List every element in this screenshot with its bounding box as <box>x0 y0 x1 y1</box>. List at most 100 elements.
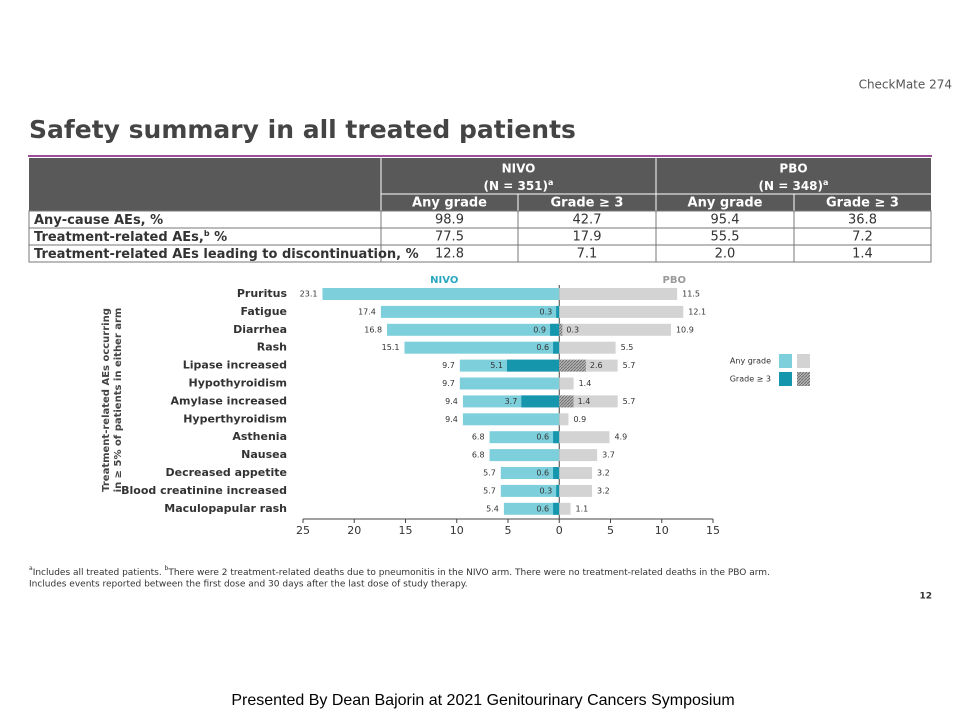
bar <box>559 467 593 479</box>
bar <box>489 449 560 462</box>
category-label: Pruritus <box>237 287 288 300</box>
bar <box>404 341 560 354</box>
arm-n: (N = 348)a <box>759 178 829 193</box>
table-cell: 55.5 <box>711 230 740 245</box>
row-label-text: Any-cause AEs, % <box>34 213 163 228</box>
bar-value-label: 5.7 <box>623 361 636 370</box>
bar <box>559 323 563 336</box>
bar-value-label: 2.6 <box>590 361 603 370</box>
bar <box>559 341 616 354</box>
bar-value-label: 10.9 <box>676 325 694 334</box>
bar-value-label: 5.7 <box>483 469 496 478</box>
bar-value-label: 0.9 <box>573 415 586 424</box>
table-row <box>28 244 932 263</box>
bar <box>559 305 684 318</box>
x-tick-label: 10 <box>655 524 669 537</box>
bar-value-label: 0.9 <box>533 325 546 334</box>
category-label: Fatigue <box>241 305 288 318</box>
x-tick-label: 20 <box>347 524 361 537</box>
y-axis-label: Treatment-related AEs occurringin ≥ 5% o… <box>101 308 124 493</box>
table-cell: 77.5 <box>435 230 464 245</box>
panel-title: PBO <box>663 275 686 286</box>
table-cell: 17.9 <box>573 230 602 245</box>
bar <box>559 449 598 462</box>
table-cell: 36.8 <box>848 213 877 228</box>
bar-value-label: 3.7 <box>505 397 518 406</box>
bar-value-label: 5.7 <box>623 397 636 406</box>
bar <box>380 305 560 318</box>
footnote: Includes events reported between the fir… <box>29 580 468 590</box>
arm-name: PBO <box>779 162 807 176</box>
bar-value-label: 12.1 <box>688 307 706 316</box>
superscript: b <box>165 565 169 572</box>
x-tick-label: 5 <box>505 524 512 537</box>
row-label-text: Treatment-related AEs, <box>34 230 204 245</box>
legend-swatch <box>797 354 810 368</box>
bar <box>462 413 560 426</box>
column-header: Any grade <box>412 196 487 211</box>
bar-value-label: 1.4 <box>579 379 592 388</box>
bar-value-label: 3.2 <box>597 486 610 495</box>
bar-value-label: 23.1 <box>300 290 318 299</box>
category-label: Blood creatinine increased <box>121 484 287 497</box>
legend-swatch <box>779 354 792 368</box>
x-tick-label: 10 <box>450 524 464 537</box>
superscript: b <box>204 229 210 238</box>
superscript: a <box>548 178 553 187</box>
category-label: Maculopapular rash <box>164 502 287 515</box>
bar <box>322 288 560 300</box>
slide-title: Safety summary in all treated patients <box>29 115 576 144</box>
table-cell: 1.4 <box>852 247 873 262</box>
table-cell: 98.9 <box>435 213 464 228</box>
category-label: Hyperthyroidism <box>183 412 287 425</box>
table-cell: 7.2 <box>852 230 873 245</box>
y-axis-label-line: in ≥ 5% of patients in either arm <box>113 308 124 493</box>
bar <box>556 305 560 318</box>
bar-value-label: 3.7 <box>602 451 615 460</box>
bar-value-label: 4.9 <box>614 433 627 442</box>
column-header: Grade ≥ 3 <box>826 196 899 211</box>
column-header: Grade ≥ 3 <box>551 196 624 211</box>
table-header-bg <box>29 158 931 211</box>
column-header: Any grade <box>688 196 763 211</box>
arm-n-text: (N = 351) <box>484 179 548 193</box>
bar-value-label: 16.8 <box>364 325 382 334</box>
bar-value-label: 0.3 <box>566 325 579 334</box>
superscript: a <box>29 565 33 572</box>
bar <box>559 431 610 444</box>
bar <box>500 484 560 497</box>
bar-value-label: 6.8 <box>472 433 485 442</box>
bar-value-label: 0.6 <box>536 504 549 513</box>
x-tick-label: 15 <box>399 524 413 537</box>
arm-name: NIVO <box>502 162 536 176</box>
bar-value-label: 0.3 <box>539 486 552 495</box>
legend-swatch <box>797 372 810 386</box>
footnote: aIncludes all treated patients. bThere w… <box>29 565 770 578</box>
x-tick-label: 0 <box>556 524 563 537</box>
bar <box>459 377 560 390</box>
x-tick-label: 5 <box>607 524 614 537</box>
bar-value-label: 5.7 <box>483 486 496 495</box>
bar <box>559 395 574 408</box>
table-cell: 12.8 <box>435 247 464 262</box>
category-label: Diarrhea <box>233 323 287 336</box>
bar <box>559 484 593 497</box>
bar <box>559 502 571 515</box>
category-label: Hypothyroidism <box>189 377 287 390</box>
row-label-text: % <box>210 230 228 245</box>
footnote-text: There were 2 treatment-related deaths du… <box>167 568 770 578</box>
bar-value-label: 9.4 <box>445 415 458 424</box>
bar-value-label: 0.3 <box>539 307 552 316</box>
bar <box>500 467 560 479</box>
category-label: Nausea <box>241 448 287 461</box>
category-label: Decreased appetite <box>165 466 287 479</box>
bar-value-label: 5.1 <box>490 361 503 370</box>
bar <box>559 395 618 408</box>
superscript: a <box>823 178 828 187</box>
category-label: Lipase increased <box>183 359 287 372</box>
arm-n: (N = 351)a <box>484 178 554 193</box>
presenter-credit: Presented By Dean Bajorin at 2021 Genito… <box>231 692 734 709</box>
bar-value-label: 0.6 <box>536 469 549 478</box>
bar <box>489 431 560 444</box>
